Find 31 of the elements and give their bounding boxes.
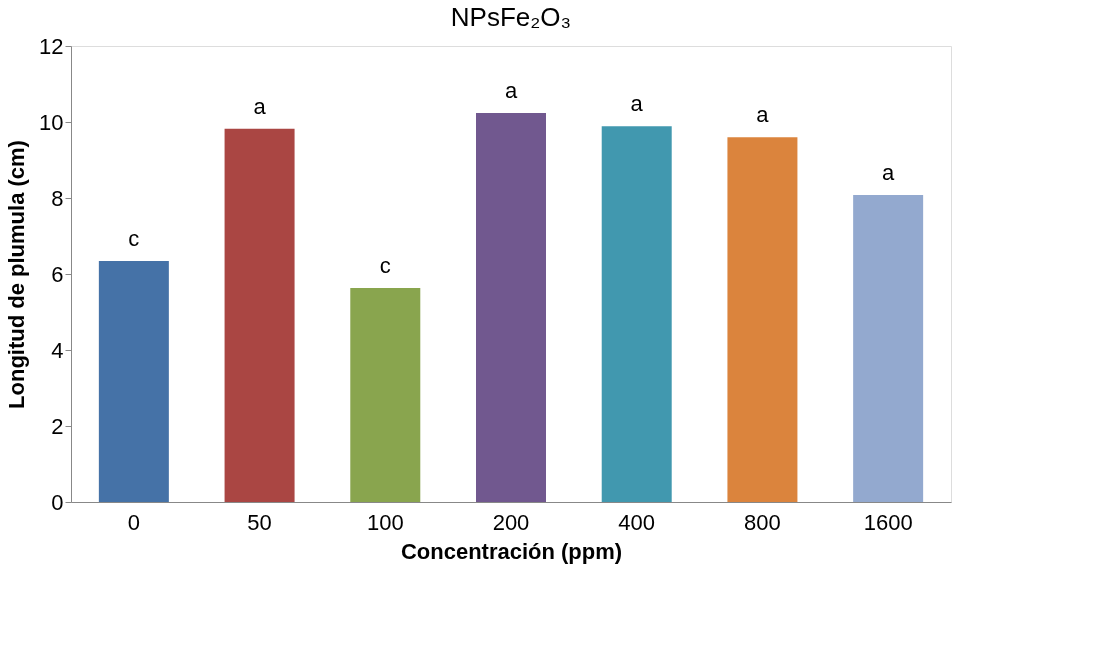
annotation: c: [128, 226, 140, 252]
y-tick-label: 6: [51, 261, 64, 287]
x-tick-label: 100: [366, 509, 404, 535]
x-tick-label: 800: [744, 509, 781, 535]
x-axis-title: Concentración (ppm): [400, 538, 623, 564]
bar: [98, 261, 169, 502]
annotation: a: [504, 77, 518, 103]
bar: [853, 194, 924, 502]
x-tick-label: 400: [618, 509, 656, 535]
x-tick-label: 0: [127, 509, 140, 535]
bar: [350, 288, 421, 502]
chart-title: NPsFe₂O₃: [450, 2, 572, 32]
bar: [224, 128, 295, 502]
y-tick-label: 4: [51, 337, 64, 363]
bar: [727, 137, 798, 502]
y-tick-label: 10: [39, 109, 64, 135]
x-tick-label: 50: [247, 509, 272, 535]
annotation: a: [630, 91, 644, 117]
annotation: a: [756, 102, 770, 128]
x-tick-label: 200: [492, 509, 530, 535]
y-tick-label: 2: [51, 413, 64, 439]
y-axis-title: Longitud de plumula (cm): [4, 140, 30, 409]
x-tick-label: 1600: [863, 509, 913, 535]
y-tick-label: 8: [51, 185, 64, 211]
bar: [476, 112, 546, 502]
y-tick-label: 0: [51, 489, 64, 515]
annotation: c: [379, 253, 391, 279]
annotation: a: [882, 159, 896, 185]
annotation: a: [253, 93, 267, 119]
bar: [601, 126, 672, 502]
y-tick-label: 12: [39, 33, 64, 59]
